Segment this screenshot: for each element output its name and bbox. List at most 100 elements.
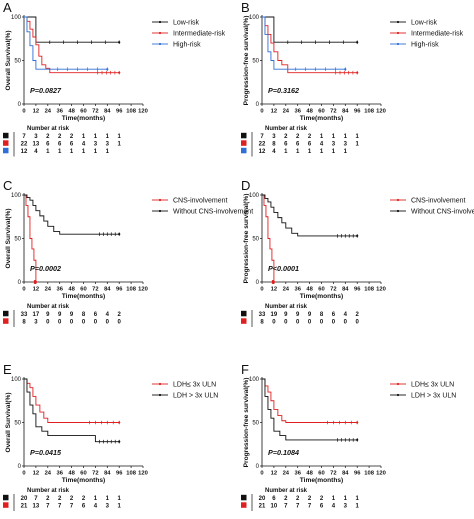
y-tick-label: 100 (11, 193, 22, 199)
risk-value: 7 (284, 504, 288, 510)
risk-value: 9 (70, 312, 74, 318)
x-tick-label: 96 (354, 109, 361, 115)
y-axis-title: Overall Survival(%) (5, 392, 12, 452)
x-tick-label: 24 (45, 109, 52, 115)
risk-value: 3 (34, 134, 38, 140)
risk-value: 1 (356, 134, 360, 140)
y-tick-label: 50 (252, 237, 259, 243)
km-curve-0 (262, 378, 358, 423)
risk-value: 2 (46, 496, 50, 502)
x-axis-title: Time(months) (300, 115, 343, 122)
x-tick-label: 108 (364, 287, 374, 293)
risk-value: 0 (332, 320, 336, 326)
x-tick-label: 120 (138, 287, 148, 293)
x-tick-label: 84 (104, 287, 111, 293)
risk-value: 6 (82, 504, 86, 510)
legend-marker (396, 31, 400, 35)
y-axis-title: Progression-free survival(%) (243, 194, 250, 284)
risk-table-title: Number at risk (265, 488, 308, 494)
x-tick-label: 108 (364, 109, 374, 115)
risk-table-title: Number at risk (265, 304, 308, 310)
y-tick-label: 100 (11, 377, 22, 383)
legend-marker (158, 198, 162, 202)
risk-value: 3 (94, 142, 98, 148)
km-point (34, 280, 38, 284)
legend-label: Without CNS-involvement (411, 208, 474, 215)
legend-marker (158, 393, 162, 397)
risk-value: 7 (22, 134, 26, 140)
x-tick-label: 36 (56, 471, 63, 477)
p-value: P=0.0415 (30, 448, 62, 457)
risk-value: 9 (296, 312, 300, 318)
x-tick-label: 12 (33, 287, 39, 293)
legend-label: LDH≤ 3x ULN (411, 381, 454, 388)
y-axis-title: Overall Survival(%) (5, 30, 12, 90)
legend-marker (158, 20, 162, 24)
risk-value: 17 (33, 312, 40, 318)
km-curve-1 (24, 194, 120, 235)
risk-value: 21 (259, 504, 266, 510)
risk-value: 1 (106, 496, 110, 502)
km-point (356, 438, 359, 441)
risk-value: 33 (21, 312, 28, 318)
risk-value: 2 (70, 134, 74, 140)
legend-marker (158, 209, 162, 213)
km-curve-1 (24, 16, 120, 74)
x-tick-label: 108 (126, 471, 136, 477)
risk-value: 9 (284, 312, 288, 318)
legend-label: High-risk (411, 41, 439, 48)
x-tick-label: 12 (271, 287, 277, 293)
x-tick-label: 72 (92, 287, 98, 293)
x-tick-label: 36 (56, 287, 63, 293)
legend-marker (396, 382, 400, 386)
x-axis-title: Time(months) (62, 477, 105, 484)
y-tick-label: 50 (14, 421, 21, 427)
risk-value: 2 (308, 134, 312, 140)
risk-value: 1 (344, 134, 348, 140)
legend-label: Low-risk (411, 19, 438, 26)
legend-label: CNS-involvement (173, 197, 228, 204)
risk-value: 3 (272, 134, 276, 140)
risk-value: 1 (118, 496, 122, 502)
x-tick-label: 0 (260, 287, 263, 293)
risk-value: 1 (82, 134, 86, 140)
risk-value: 2 (82, 496, 86, 502)
risk-row-key (241, 318, 247, 324)
risk-value: 6 (332, 312, 336, 318)
risk-value: 1 (94, 496, 98, 502)
risk-value: 3 (106, 504, 110, 510)
risk-value: 6 (70, 142, 74, 148)
risk-value: 4 (94, 504, 98, 510)
x-tick-label: 48 (306, 287, 313, 293)
risk-row-key (241, 310, 247, 317)
risk-value: 3 (344, 504, 348, 510)
p-value: P=0.0002 (30, 264, 61, 273)
x-axis-title: Time(months) (300, 477, 343, 484)
risk-table-title: Number at risk (27, 304, 70, 310)
risk-value: 2 (320, 496, 324, 502)
risk-table-title: Number at risk (27, 126, 70, 132)
risk-value: 1 (296, 149, 300, 155)
risk-value: 3 (106, 142, 110, 148)
x-tick-label: 36 (56, 109, 63, 115)
risk-value: 1 (118, 504, 122, 510)
legend-label: LDH > 3x ULN (173, 392, 218, 399)
p-value: P=0.1084 (268, 448, 299, 457)
risk-value: 8 (260, 320, 264, 326)
legend-label: LDH > 3x ULN (411, 392, 456, 399)
risk-value: 1 (356, 504, 360, 510)
risk-value: 4 (106, 312, 110, 318)
x-tick-label: 84 (342, 471, 349, 477)
risk-value: 22 (259, 142, 266, 148)
x-tick-label: 96 (354, 287, 361, 293)
risk-value: 0 (94, 320, 98, 326)
km-point (106, 68, 109, 71)
risk-value: 2 (46, 134, 50, 140)
risk-value: 33 (259, 312, 266, 318)
risk-row-key (241, 147, 247, 154)
